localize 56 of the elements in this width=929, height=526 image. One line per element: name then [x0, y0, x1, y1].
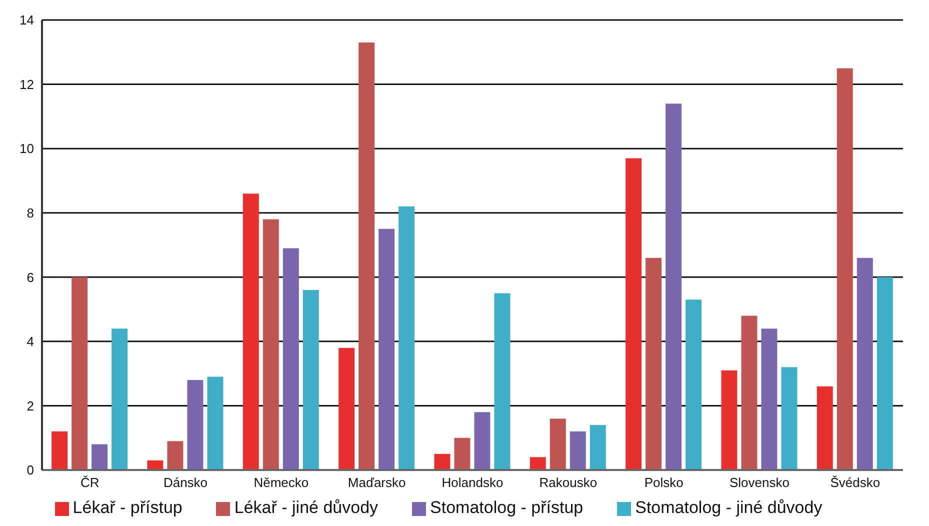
- y-tick-label: 0: [26, 462, 34, 478]
- bar: [262, 219, 279, 470]
- x-tick-label: ČR: [80, 475, 100, 490]
- bar: [434, 454, 450, 470]
- y-tick-label: 14: [20, 12, 34, 28]
- legend-label: Lékař - přístup: [72, 498, 182, 517]
- y-tick-label: 10: [20, 141, 34, 156]
- legend-label: Stomatolog - přístup: [430, 498, 584, 517]
- x-tick-label: Slovensko: [730, 475, 790, 490]
- bar: [167, 441, 184, 470]
- x-tick-label: Dánsko: [163, 475, 208, 490]
- bar: [187, 380, 204, 470]
- bar: [626, 158, 642, 470]
- bar: [721, 370, 738, 470]
- x-tick-label: Rakousko: [539, 475, 598, 490]
- y-tick-label: 6: [26, 270, 34, 285]
- x-tick-label: Německo: [254, 475, 309, 490]
- bar: [282, 248, 299, 470]
- bar: [398, 206, 415, 470]
- x-tick-label: Holandsko: [442, 475, 504, 490]
- x-tick-label: Švédsko: [830, 475, 880, 490]
- bar: [781, 367, 798, 470]
- bar: [836, 68, 853, 470]
- y-tick-label: 12: [20, 76, 34, 92]
- y-tick-label: 8: [26, 205, 34, 220]
- bar: [112, 328, 128, 470]
- bar: [741, 316, 758, 470]
- y-tick-label: 2: [26, 398, 34, 414]
- bar: [550, 418, 566, 470]
- bar: [378, 228, 395, 470]
- bar: [358, 42, 375, 470]
- x-tick-label: Maďarsko: [348, 475, 406, 490]
- legend-label: Lékař - jiné důvody: [234, 498, 378, 517]
- bar: [454, 438, 470, 470]
- bar: [570, 431, 586, 470]
- y-tick-label: 4: [26, 334, 34, 350]
- bar: [816, 386, 833, 470]
- x-tick-label: Polsko: [644, 475, 684, 490]
- bar: [646, 258, 662, 470]
- bar: [302, 290, 319, 470]
- bar: [876, 277, 893, 470]
- bar: [474, 412, 490, 470]
- bar: [686, 300, 702, 470]
- legend-label: Stomatolog - jiné důvody: [635, 498, 822, 517]
- bar: [761, 328, 778, 470]
- bar: [207, 376, 224, 470]
- bar: [338, 348, 355, 470]
- bar: [590, 425, 606, 470]
- bar: [494, 293, 510, 470]
- bar: [72, 277, 88, 470]
- bar: [856, 258, 873, 470]
- bar: [666, 104, 682, 470]
- bar: [92, 444, 108, 470]
- bar: [52, 431, 68, 470]
- bar: [530, 457, 546, 470]
- bar: [242, 194, 259, 470]
